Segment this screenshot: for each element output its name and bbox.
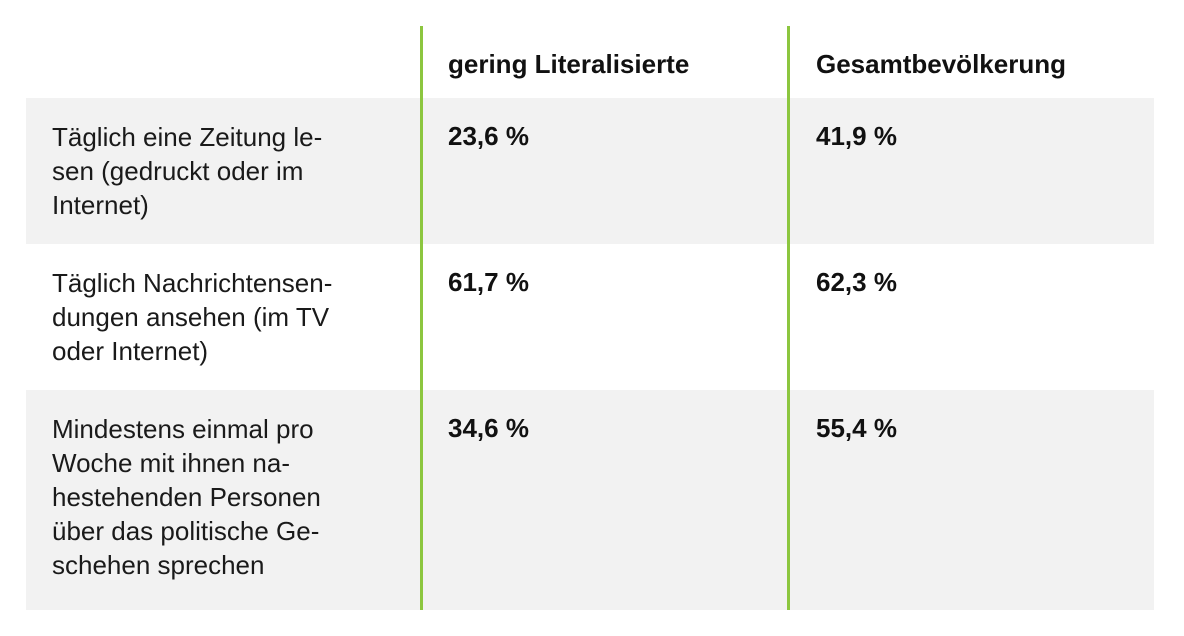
value-cell-gesamt: 41,9 % bbox=[788, 98, 1154, 244]
header-cell-gesamt: Gesamtbevölkerung bbox=[788, 26, 1154, 98]
value-gesamt: 62,3 % bbox=[816, 267, 897, 297]
value-cell-gering: 61,7 % bbox=[422, 244, 788, 390]
header-cell-gering: gering Literalisierte bbox=[422, 26, 788, 98]
value-cell-gering: 23,6 % bbox=[422, 98, 788, 244]
value-gering: 34,6 % bbox=[448, 413, 529, 443]
value-gering: 61,7 % bbox=[448, 267, 529, 297]
row-label: Mindestens einmal pro Woche mit ihnen na… bbox=[52, 414, 321, 580]
column-divider-left bbox=[420, 26, 423, 610]
header-empty-cell bbox=[26, 26, 422, 98]
value-gesamt: 55,4 % bbox=[816, 413, 897, 443]
column-header-gesamtbevoelkerung: Gesamtbevölkerung bbox=[816, 49, 1066, 79]
table-row: Täglich Nachrichtensen- dungen ansehen (… bbox=[26, 244, 1154, 390]
row-label: Täglich Nachrichtensen- dungen ansehen (… bbox=[52, 268, 333, 366]
row-label-cell: Täglich eine Zeitung le- sen (gedruckt o… bbox=[26, 98, 422, 244]
comparison-table: gering Literalisierte Gesamtbevölkerung … bbox=[26, 26, 1154, 610]
table-row: Täglich eine Zeitung le- sen (gedruckt o… bbox=[26, 98, 1154, 244]
row-label-cell: Täglich Nachrichtensen- dungen ansehen (… bbox=[26, 244, 422, 390]
column-divider-right bbox=[787, 26, 790, 610]
row-label-cell: Mindestens einmal pro Woche mit ihnen na… bbox=[26, 390, 422, 610]
table-row: Mindestens einmal pro Woche mit ihnen na… bbox=[26, 390, 1154, 610]
value-cell-gesamt: 55,4 % bbox=[788, 390, 1154, 610]
value-cell-gering: 34,6 % bbox=[422, 390, 788, 610]
row-label: Täglich eine Zeitung le- sen (gedruckt o… bbox=[52, 122, 323, 220]
value-gering: 23,6 % bbox=[448, 121, 529, 151]
value-cell-gesamt: 62,3 % bbox=[788, 244, 1154, 390]
column-header-gering-literalisierte: gering Literalisierte bbox=[448, 49, 690, 79]
table-header-row: gering Literalisierte Gesamtbevölkerung bbox=[26, 26, 1154, 98]
value-gesamt: 41,9 % bbox=[816, 121, 897, 151]
